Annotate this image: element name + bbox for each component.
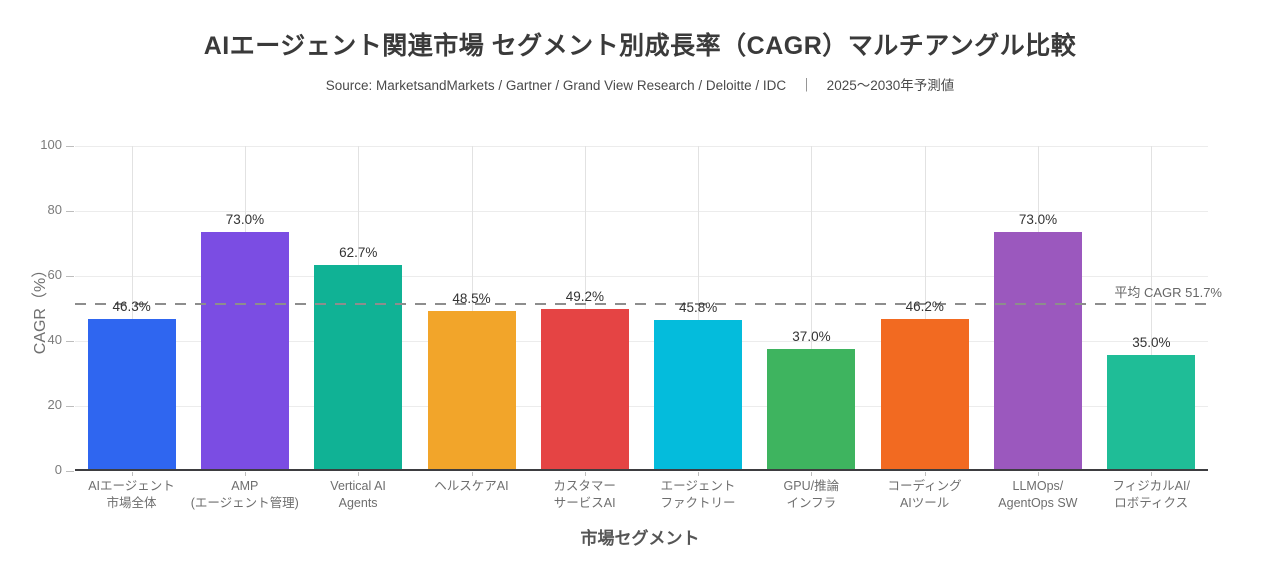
x-category-label: AIエージェント 市場全体: [75, 478, 188, 512]
y-tick-mark: [66, 276, 74, 277]
bar: [427, 311, 516, 469]
vertical-gridline: [131, 146, 133, 469]
bar: [540, 309, 629, 469]
vertical-gridline: [698, 146, 700, 469]
x-category-label-line: フィジカルAI/: [1112, 479, 1190, 493]
vertical-gridline: [924, 146, 926, 469]
bar: [880, 318, 969, 469]
bar-value-label: 46.3%: [112, 298, 151, 314]
bar: [87, 318, 176, 469]
average-line: [75, 302, 1208, 305]
bar-value-label: 46.2%: [905, 298, 944, 314]
x-tick-mark: [584, 472, 586, 476]
x-category-label-line: AMP: [231, 479, 259, 493]
x-tick-mark: [244, 472, 246, 476]
x-category-label-line: GPU/推論: [783, 479, 840, 493]
x-category-label-line: AgentOps SW: [998, 495, 1078, 510]
x-category-label: AMP (エージェント管理): [188, 478, 301, 512]
x-category-label: カスタマーサービスAI: [528, 478, 641, 512]
horizontal-gridline: [75, 146, 1208, 147]
y-tick-label: 100: [40, 137, 62, 152]
bar-value-label: 48.5%: [452, 291, 491, 307]
bar-value-label: 37.0%: [792, 328, 831, 344]
x-category-label: エージェント ファクトリー: [642, 478, 755, 512]
bar-value-label: 62.7%: [339, 245, 378, 261]
x-tick-mark: [698, 472, 700, 476]
bar: [654, 320, 743, 469]
y-tick-label: 80: [47, 202, 62, 217]
horizontal-gridline: [75, 341, 1208, 342]
x-category-label-line: Vertical AI: [330, 479, 386, 493]
vertical-gridline: [471, 146, 473, 469]
bar-value-label: 73.0%: [225, 211, 265, 227]
x-category-label: ヘルスケアAI: [415, 478, 528, 495]
plot-area: 平均 CAGR 51.7% 46.3% 73.0% 62.7% 48.5% 49.2% 4…: [75, 146, 1222, 471]
x-tick-mark: [1038, 472, 1040, 476]
y-tick-label: 0: [54, 462, 62, 477]
x-category-label-line: ヘルスケアAI: [434, 479, 509, 493]
x-tick-mark: [811, 472, 813, 476]
y-axis-title: CAGR（%）: [32, 261, 49, 355]
x-tick-mark: [131, 472, 133, 476]
bar: [767, 348, 856, 469]
y-tick-mark: [66, 471, 74, 472]
horizontal-gridline: [75, 406, 1208, 407]
bar: [314, 265, 403, 469]
vertical-gridline: [584, 146, 586, 469]
bar-value-label: 35.0%: [1132, 335, 1171, 351]
bar-value-label: 49.2%: [565, 289, 604, 305]
x-category-label-line: 市場全体: [106, 495, 157, 510]
bar: [200, 231, 289, 469]
y-tick-mark: [66, 211, 74, 212]
x-tick-mark: [924, 472, 926, 476]
bar: [1107, 355, 1196, 469]
bar-value-label: 45.8%: [679, 300, 718, 316]
x-category-label-line: コーディング: [887, 479, 962, 493]
horizontal-gridline: [75, 276, 1208, 277]
x-category-label-line: ロボティクス: [1114, 495, 1189, 510]
vertical-gridline: [811, 146, 813, 469]
x-category-label: フィジカルAI/ロボティクス: [1095, 478, 1208, 512]
x-category-label: LLMOps/AgentOps SW: [981, 478, 1094, 512]
x-category-label: コーディング AIツール: [868, 478, 981, 512]
y-tick-mark: [66, 341, 74, 342]
x-category-label-line: LLMOps/: [1012, 479, 1064, 493]
y-tick-label: 60: [47, 267, 62, 282]
x-category-label-line: Agents: [338, 495, 378, 510]
x-category-label-line: エージェント: [660, 479, 736, 493]
x-tick-mark: [1151, 472, 1153, 476]
x-category-label-line: インフラ: [786, 495, 837, 510]
horizontal-gridline: [75, 211, 1208, 212]
average-line-label: 平均 CAGR 51.7%: [1114, 284, 1222, 300]
x-category-label-line: AIツール: [899, 495, 950, 510]
vertical-gridline: [1151, 146, 1153, 469]
y-tick-mark: [66, 146, 74, 147]
x-category-label: Vertical AI Agents: [302, 478, 415, 512]
x-category-label-line: ファクトリー: [660, 495, 736, 510]
x-category-label-line: AIエージェント: [88, 479, 175, 493]
x-category-label-line: (エージェント管理): [190, 495, 299, 510]
y-tick-label: 20: [47, 397, 62, 412]
x-category-label-line: サービスAI: [553, 495, 616, 510]
x-axis-title: 市場セグメント: [580, 529, 700, 548]
bar: [994, 231, 1083, 469]
x-category-label-line: カスタマー: [553, 479, 616, 493]
y-tick-mark: [66, 406, 74, 407]
x-category-label: GPU/推論 インフラ: [755, 478, 868, 512]
y-tick-label: 40: [47, 332, 62, 347]
x-tick-mark: [471, 472, 473, 476]
x-tick-mark: [358, 472, 360, 476]
bar-value-label: 73.0%: [1018, 211, 1058, 227]
chart-title: AIエージェント関連市場 セグメント別成長率（CAGR）マルチアングル比較: [203, 32, 1077, 60]
chart-subtitle: Source: MarketsandMarkets / Gartner / Gr…: [325, 78, 955, 93]
